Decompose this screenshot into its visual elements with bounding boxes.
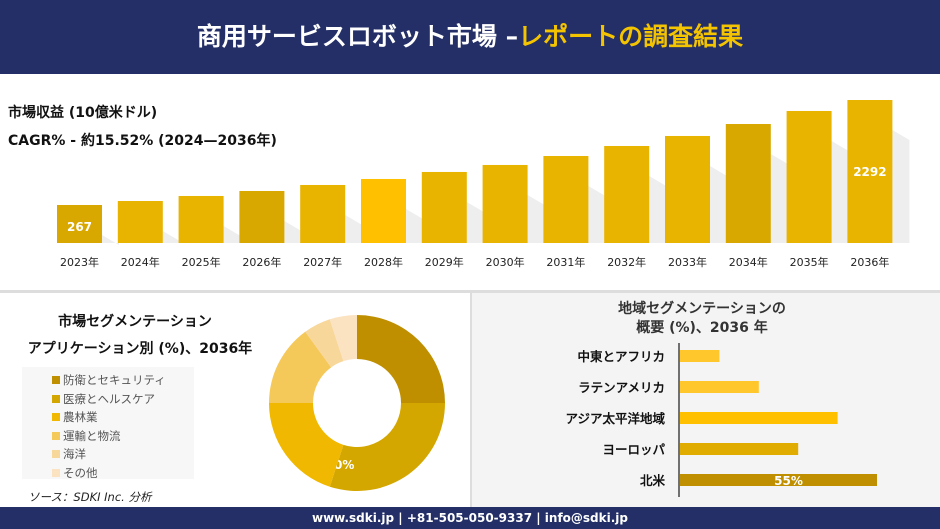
bar-2031年 bbox=[543, 156, 589, 243]
bar-shadow bbox=[831, 140, 849, 243]
legend-swatch bbox=[52, 394, 60, 403]
bar-2028年 bbox=[361, 178, 406, 243]
legend-label: 農林業 bbox=[63, 410, 98, 425]
bar-2035年 bbox=[786, 110, 832, 244]
x-tick-label: 2032年 bbox=[607, 255, 646, 269]
application-segment-panel: 市場セグメンテーション アプリケーション別 (%)、2036年 防衛とセキュリテ… bbox=[0, 293, 470, 507]
category-label: 北米 bbox=[640, 473, 666, 488]
donut-slice-その他 bbox=[329, 315, 357, 362]
x-tick-label: 2036年 bbox=[850, 255, 889, 269]
hbar-ラテンアメリカ bbox=[680, 381, 759, 393]
source-note: ソース：SDKI Inc. 分析 bbox=[28, 490, 152, 504]
legend-label: 海洋 bbox=[63, 447, 86, 462]
bar-shadow bbox=[527, 194, 545, 243]
title-main: 商用サービスロボット市場 – bbox=[196, 22, 519, 51]
bar-2026年 bbox=[239, 191, 285, 243]
bar-shadow bbox=[649, 175, 667, 243]
bar-shadow bbox=[284, 221, 302, 243]
legend-swatch bbox=[52, 376, 60, 385]
x-tick-label: 2034年 bbox=[729, 255, 768, 269]
legend-label: 運輸と物流 bbox=[63, 428, 121, 443]
legend-item: 医療とヘルスケア bbox=[52, 390, 194, 409]
bar-2033年 bbox=[665, 135, 710, 243]
x-tick-label: 2029年 bbox=[425, 255, 464, 269]
chart-title: 市場収益 (10億米ドル) bbox=[8, 105, 158, 121]
page-header: 商用サービスロボット市場 –レポートの調査結果 bbox=[0, 0, 940, 74]
hbar-アジア太平洋地域 bbox=[680, 412, 838, 424]
bar-shadow bbox=[466, 201, 484, 243]
bar-2023年 bbox=[57, 205, 102, 243]
category-label: 中東とアフリカ bbox=[577, 349, 665, 364]
hbar-title-2: 概要 (%)、2036 年 bbox=[636, 320, 768, 336]
x-tick-label: 2030年 bbox=[486, 255, 525, 269]
bar-data-label: 2292 bbox=[853, 165, 886, 179]
bar-shadow bbox=[892, 130, 910, 243]
x-tick-label: 2028年 bbox=[364, 255, 403, 269]
bar-2024年 bbox=[117, 201, 163, 243]
legend-label: 医療とヘルスケア bbox=[63, 391, 155, 406]
legend-swatch bbox=[52, 431, 60, 440]
hbar-ヨーロッパ bbox=[680, 443, 799, 455]
donut-slice-農林業 bbox=[269, 403, 344, 487]
bar-2034年 bbox=[725, 124, 771, 243]
divider bbox=[0, 290, 940, 293]
bar-shadow bbox=[710, 165, 727, 243]
footer-contact: www.sdki.jp | +81-505-050-9337 | info@sd… bbox=[0, 507, 940, 529]
category-label: ヨーロッパ bbox=[602, 442, 665, 457]
x-tick-label: 2024年 bbox=[121, 255, 160, 269]
donut-slice-防衛とセキュリティ bbox=[357, 315, 445, 403]
hbar-data-label: 55% bbox=[774, 474, 803, 488]
bar-2032年 bbox=[604, 145, 650, 243]
bar-shadow bbox=[102, 235, 119, 245]
revenue-bar-chart: 2023年 267 2024年 2025年 2026年 2027年 2028年 2029年 20… bbox=[57, 100, 910, 269]
bar-data-label: 267 bbox=[67, 220, 92, 234]
category-label: ラテンアメリカ bbox=[578, 380, 665, 395]
legend-label: その他 bbox=[63, 465, 98, 480]
legend-item: 運輸と物流 bbox=[52, 427, 194, 446]
legend-swatch bbox=[52, 468, 60, 477]
bar-2036年 bbox=[847, 100, 893, 243]
donut-slice-海洋 bbox=[305, 319, 344, 368]
bar-shadow bbox=[345, 214, 363, 243]
donut-slice-運輸と物流 bbox=[269, 331, 332, 403]
legend-item: 農林業 bbox=[52, 408, 194, 427]
legend-item: その他 bbox=[52, 464, 194, 483]
bar-shadow bbox=[223, 225, 241, 243]
pie-legend: 防衛とセキュリティ 医療とヘルスケア 農林業運輸と物流海洋その他 bbox=[22, 367, 194, 480]
legend-item: 海洋 bbox=[52, 445, 194, 464]
x-tick-label: 2031年 bbox=[546, 255, 585, 269]
x-tick-label: 2023年 bbox=[60, 255, 99, 269]
application-donut-chart: 30% bbox=[269, 315, 445, 491]
pie-title-1: 市場セグメンテーション bbox=[58, 314, 212, 330]
bar-2030年 bbox=[482, 164, 528, 243]
bar-2027年 bbox=[300, 184, 346, 243]
legend-swatch bbox=[52, 450, 60, 459]
hbar-title-1: 地域セグメンテーションの bbox=[618, 301, 786, 317]
bar-2025年 bbox=[178, 195, 224, 243]
x-tick-label: 2027年 bbox=[303, 255, 342, 269]
bar-shadow bbox=[162, 231, 180, 243]
chart-subtitle: CAGR% - 約15.52% (2024—2036年) bbox=[8, 133, 277, 149]
pie-title-2: アプリケーション別 (%)、2036年 bbox=[27, 341, 253, 357]
x-tick-label: 2026年 bbox=[242, 255, 281, 269]
legend-item: 防衛とセキュリティ bbox=[52, 371, 194, 390]
region-segment-panel: 地域セグメンテーションの 概要 (%)、2036 年 中東とアフリカ ラテンアメリ… bbox=[470, 293, 940, 507]
category-label: アジア太平洋地域 bbox=[565, 411, 665, 426]
title-accent: レポートの調査結果 bbox=[518, 22, 744, 51]
hbar-北米 bbox=[680, 474, 877, 486]
donut-slice-医療とヘルスケア bbox=[329, 403, 445, 491]
hbar-中東とアフリカ bbox=[680, 350, 720, 362]
legend-swatch bbox=[52, 413, 60, 422]
bar-shadow bbox=[770, 154, 788, 243]
x-tick-label: 2035年 bbox=[790, 255, 829, 269]
x-tick-label: 2025年 bbox=[182, 255, 221, 269]
x-tick-label: 2033年 bbox=[668, 255, 707, 269]
market-revenue-panel: 市場収益 (10億米ドル) CAGR% - 約15.52% (2024—2036… bbox=[0, 74, 940, 290]
bar-2029年 bbox=[421, 171, 467, 243]
bar-shadow bbox=[588, 186, 606, 243]
legend-label: 防衛とセキュリティ bbox=[63, 373, 166, 388]
bar-shadow bbox=[406, 208, 423, 243]
